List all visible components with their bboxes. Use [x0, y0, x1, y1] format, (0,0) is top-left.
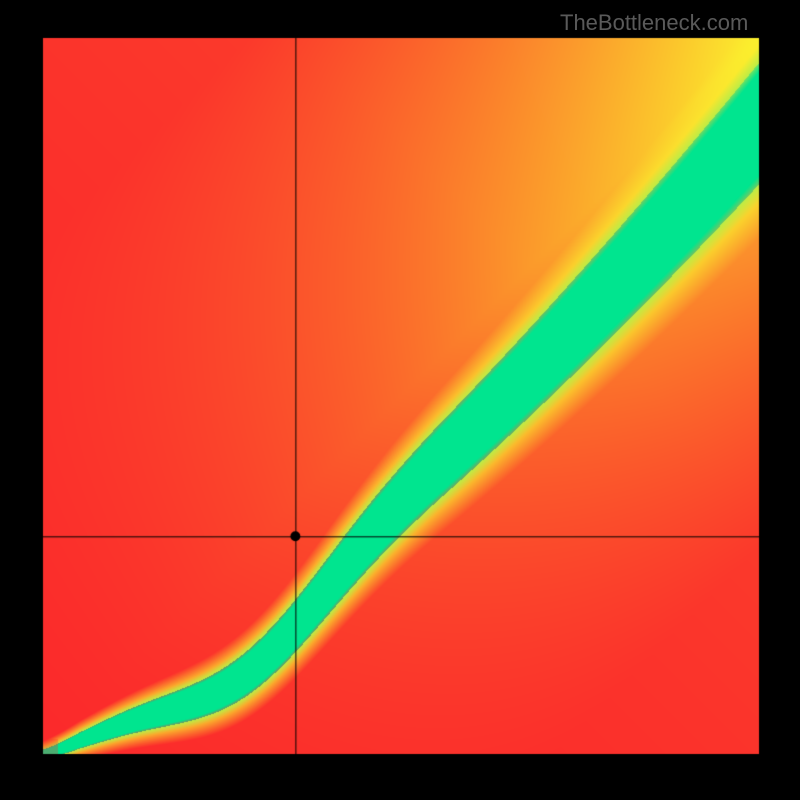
watermark-text: TheBottleneck.com [560, 10, 748, 36]
heatmap-canvas [0, 0, 800, 800]
